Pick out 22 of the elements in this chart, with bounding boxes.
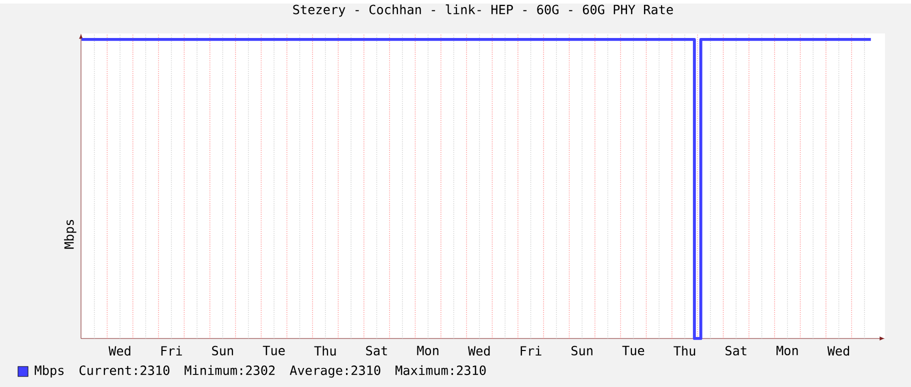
x-tick-label: Mon [776,346,798,356]
x-tick-label: Fri [520,346,542,356]
text: Current:2310 [80,365,170,375]
text: Minimum:2302 [184,365,275,375]
text: Maximum:2310 [396,365,486,375]
x-tick-label: Thu [674,346,696,356]
x-tick-label: Wed [108,346,130,356]
x-tick-label: Mon [417,346,438,356]
x-tick-label: Wed [468,346,490,356]
x-tick-label: Tue [262,346,285,356]
legend-label: Mbps [34,365,64,378]
y-axis-title: Mbps [64,220,76,248]
x-tick-label: Tue [622,346,644,356]
text: Average:2310 [290,365,380,378]
x-tick-label: Fri [161,346,182,356]
x-tick-label: Thu [314,346,336,356]
x-tick-label: Wed [827,346,850,356]
x-tick-label: Sat [726,346,746,356]
x-tick-label: Sun [572,346,592,356]
x-tick-label: Sat [366,346,387,356]
chart-title: Stezery - Cochhan - link- HEP - 60G - 60G PHY Rate [293,4,673,17]
x-tick-label: Sun [212,346,234,356]
